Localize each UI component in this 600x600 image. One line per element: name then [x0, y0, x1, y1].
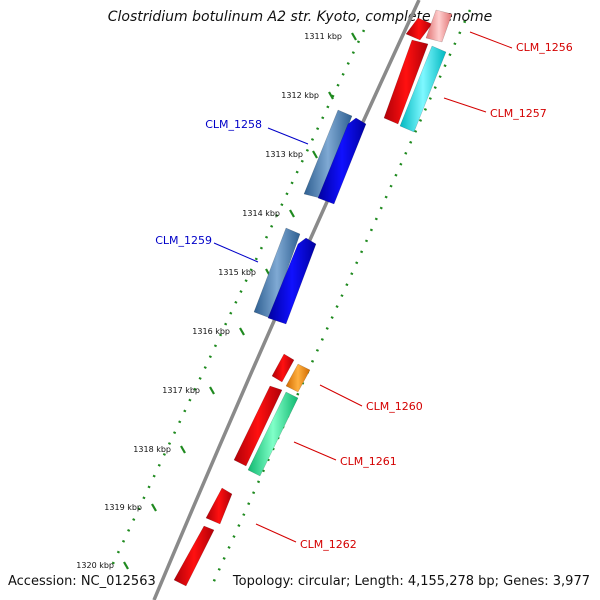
gene-label-clm_1261[interactable]: CLM_1261: [340, 455, 397, 468]
feature-clm-1261[interactable]: [247, 391, 299, 477]
feature-clm-1257[interactable]: [399, 45, 447, 133]
summary-text: Topology: circular; Length: 4,155,278 bp…: [232, 574, 590, 589]
tick-mark: [289, 209, 295, 218]
tick-label: 1313 kbp: [265, 150, 303, 159]
label-leader-clm_1259: [213, 242, 259, 263]
gene-label-clm_1260[interactable]: CLM_1260: [366, 400, 423, 413]
feature-clm-1258-cds[interactable]: [317, 117, 367, 205]
tick-label: 1319 kbp: [104, 503, 142, 512]
tick-label: 1314 kbp: [242, 209, 280, 218]
tick-mark: [151, 503, 157, 512]
tick-mark: [239, 327, 245, 336]
tick-track-inner: [208, 9, 472, 591]
tick-label: 1311 kbp: [304, 32, 342, 41]
tick-label: 1318 kbp: [133, 445, 171, 454]
tick-mark: [312, 150, 318, 159]
gene-label-clm_1259[interactable]: CLM_1259: [155, 234, 212, 247]
gene-label-clm_1257[interactable]: CLM_1257: [490, 107, 547, 120]
label-leader-clm_1260: [319, 384, 363, 407]
feature-clm-1259-cds[interactable]: [267, 237, 317, 325]
feature-clm-1260[interactable]: [285, 363, 311, 393]
tick-label: 1317 kbp: [162, 386, 200, 395]
tick-mark: [180, 445, 186, 454]
label-leader-clm_1257: [443, 97, 487, 113]
tick-mark: [351, 32, 357, 41]
feature-clm-1261-cds[interactable]: [233, 385, 283, 467]
tick-mark: [209, 386, 215, 395]
tick-mark: [123, 561, 129, 570]
tick-label: 1312 kbp: [281, 91, 319, 100]
gene-label-clm_1256[interactable]: CLM_1256: [516, 41, 573, 54]
feature-clm-1262-a[interactable]: [205, 487, 233, 525]
tick-track-outer: [108, 29, 366, 571]
feature-clm-1262[interactable]: [173, 525, 215, 587]
tick-mark: [328, 91, 334, 100]
gene-label-clm_1258[interactable]: CLM_1258: [205, 118, 262, 131]
feature-clm-1257-cds[interactable]: [383, 39, 429, 125]
accession-text: Accession: NC_012563: [8, 574, 156, 589]
tick-label: 1315 kbp: [218, 268, 256, 277]
label-leader-clm_1256: [469, 31, 513, 49]
feature-clm-1256[interactable]: [425, 9, 453, 43]
feature-clm-1256-cds[interactable]: [405, 17, 433, 41]
label-leader-clm_1261: [293, 441, 337, 461]
gene-label-clm_1262[interactable]: CLM_1262: [300, 538, 357, 551]
label-leader-clm_1258: [267, 127, 309, 145]
tick-label: 1320 kbp: [76, 561, 114, 570]
feature-clm-1260-cds[interactable]: [271, 353, 295, 383]
label-leader-clm_1262: [255, 523, 297, 543]
map-title: Clostridium botulinum A2 str. Kyoto, com…: [107, 9, 493, 25]
tick-label: 1316 kbp: [192, 327, 230, 336]
